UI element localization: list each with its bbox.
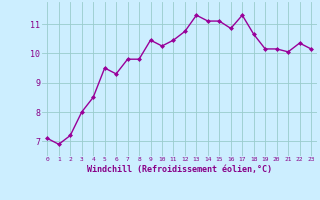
X-axis label: Windchill (Refroidissement éolien,°C): Windchill (Refroidissement éolien,°C) [87, 165, 272, 174]
